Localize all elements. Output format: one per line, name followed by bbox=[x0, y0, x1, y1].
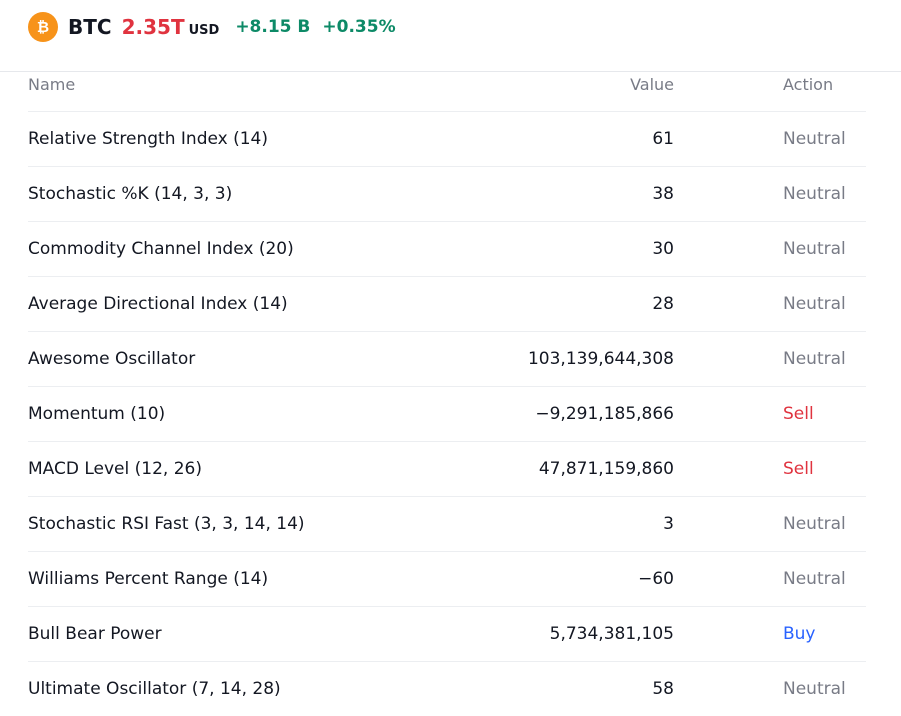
indicator-name[interactable]: Ultimate Oscillator (7, 14, 28) bbox=[28, 679, 281, 699]
indicator-name[interactable]: Stochastic RSI Fast (3, 3, 14, 14) bbox=[28, 514, 305, 534]
indicator-action: Neutral bbox=[783, 294, 846, 314]
table-row: Relative Strength Index (14) 61 Neutral bbox=[28, 112, 866, 167]
table-row: Momentum (10) −9,291,185,866 Sell bbox=[28, 387, 866, 442]
indicator-name[interactable]: Relative Strength Index (14) bbox=[28, 129, 269, 149]
price-change-percent: +0.35% bbox=[322, 17, 396, 37]
indicator-value: −60 bbox=[638, 569, 674, 589]
table-row: Stochastic %K (14, 3, 3) 38 Neutral bbox=[28, 167, 866, 222]
indicator-action: Neutral bbox=[783, 184, 846, 204]
price-unit: T bbox=[170, 15, 185, 39]
table-header-row: Name Value Action bbox=[28, 58, 866, 112]
indicator-action: Neutral bbox=[783, 239, 846, 259]
column-header-action: Action bbox=[783, 75, 834, 94]
indicator-action: Neutral bbox=[783, 679, 846, 699]
table-row: MACD Level (12, 26) 47,871,159,860 Sell bbox=[28, 442, 866, 497]
indicator-value: 5,734,381,105 bbox=[549, 624, 674, 644]
table-row: Commodity Channel Index (20) 30 Neutral bbox=[28, 222, 866, 277]
table-top-divider bbox=[0, 71, 901, 72]
indicator-value: 61 bbox=[652, 129, 674, 149]
table-row: Stochastic RSI Fast (3, 3, 14, 14) 3 Neu… bbox=[28, 497, 866, 552]
column-header-value: Value bbox=[630, 75, 674, 94]
indicator-value: 58 bbox=[652, 679, 674, 699]
indicator-action: Neutral bbox=[783, 569, 846, 589]
table-row: Bull Bear Power 5,734,381,105 Buy bbox=[28, 607, 866, 662]
indicator-value: −9,291,185,866 bbox=[535, 404, 674, 424]
bitcoin-icon[interactable]: ₿ bbox=[28, 12, 58, 42]
indicator-name[interactable]: Commodity Channel Index (20) bbox=[28, 239, 294, 259]
symbol-name[interactable]: BTC bbox=[68, 15, 112, 39]
indicator-name[interactable]: Awesome Oscillator bbox=[28, 349, 196, 369]
indicator-value: 38 bbox=[652, 184, 674, 204]
indicator-name[interactable]: MACD Level (12, 26) bbox=[28, 459, 202, 479]
indicator-name[interactable]: Momentum (10) bbox=[28, 404, 166, 424]
price-change: +8.15 B bbox=[235, 17, 311, 37]
indicator-name[interactable]: Stochastic %K (14, 3, 3) bbox=[28, 184, 233, 204]
indicator-action: Buy bbox=[783, 624, 816, 644]
indicator-action: Neutral bbox=[783, 129, 846, 149]
indicator-value: 30 bbox=[652, 239, 674, 259]
indicator-name[interactable]: Williams Percent Range (14) bbox=[28, 569, 269, 589]
indicator-value: 28 bbox=[652, 294, 674, 314]
currency-label: USD bbox=[188, 22, 220, 38]
table-row: Average Directional Index (14) 28 Neutra… bbox=[28, 277, 866, 332]
indicator-value: 3 bbox=[663, 514, 674, 534]
table-row: Awesome Oscillator 103,139,644,308 Neutr… bbox=[28, 332, 866, 387]
oscillators-table: Name Value Action Relative Strength Inde… bbox=[28, 58, 866, 716]
indicator-action: Neutral bbox=[783, 349, 846, 369]
indicator-name[interactable]: Average Directional Index (14) bbox=[28, 294, 288, 314]
indicator-action: Sell bbox=[783, 404, 814, 424]
symbol-header: ₿ BTC 2.35 T USD +8.15 B +0.35% bbox=[28, 10, 396, 44]
table-row: Williams Percent Range (14) −60 Neutral bbox=[28, 552, 866, 607]
indicator-value: 103,139,644,308 bbox=[527, 349, 674, 369]
table-row: Ultimate Oscillator (7, 14, 28) 58 Neutr… bbox=[28, 662, 866, 716]
indicator-value: 47,871,159,860 bbox=[538, 459, 674, 479]
svg-text:₿: ₿ bbox=[37, 18, 49, 36]
indicator-name[interactable]: Bull Bear Power bbox=[28, 624, 162, 644]
price-value: 2.35 bbox=[121, 15, 171, 39]
indicator-action: Sell bbox=[783, 459, 814, 479]
column-header-name: Name bbox=[28, 75, 76, 94]
indicator-action: Neutral bbox=[783, 514, 846, 534]
